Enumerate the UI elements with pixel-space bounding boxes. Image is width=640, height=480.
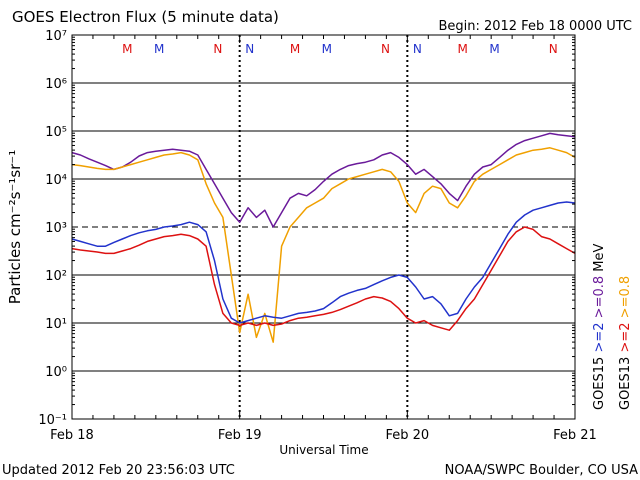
legend-goes15-label: GOES15 [592,357,607,410]
legend-goes13-08mev: >=0.8 [618,276,633,318]
y-axis-ticks: 10⁻¹ 10⁰ 10¹ 10² 10³ 10⁴ 10⁵ 10⁶ 10⁷ [38,29,575,428]
satellite-marker: N [213,42,222,56]
x-tick-label: Feb 19 [218,428,262,443]
y-tick-label: 10⁰ [45,365,67,380]
satellite-marker: M [322,42,332,56]
legend-column-goes15: GOES15 >=2 >=0.8 MeV [592,244,607,410]
y-tick-label: 10⁶ [45,77,67,92]
y-tick-label: 10⁴ [45,173,67,188]
satellite-marker: N [381,42,390,56]
x-axis-label: Universal Time [279,443,368,457]
y-tick-label: 10⁷ [45,29,67,44]
grid-layer [72,35,575,419]
y-axis-label: Particles cm⁻²s⁻¹sr⁻¹ [6,150,24,304]
legend-goes15-2mev: >=2 [592,322,607,352]
series-layer [71,132,576,343]
y-tick-label: 10⁻¹ [38,413,67,428]
series-line [71,147,576,343]
satellite-marker: M [122,42,132,56]
satellite-marker: N [245,42,254,56]
x-tick-label: Feb 20 [385,428,429,443]
y-tick-label: 10³ [45,221,67,236]
footer-updated: Updated 2012 Feb 20 23:56:03 UTC [2,463,235,478]
satellite-marker: M [489,42,499,56]
legend-goes13-label: GOES13 [618,357,633,410]
x-axis-ticks: Feb 18 Feb 19 Feb 20 Feb 21 [50,35,597,443]
legend-unit: MeV [592,244,607,272]
legend-goes13-2mev: >=2 [618,322,633,352]
begin-label: Begin: 2012 Feb 18 0000 UTC [438,19,632,34]
x-tick-label: Feb 21 [553,428,597,443]
legend-column-goes13: GOES13 >=2 >=0.8 [618,276,633,410]
right-legend: GOES15 >=2 >=0.8 MeV GOES13 >=2 >=0.8 [592,244,633,410]
satellite-marker: N [549,42,558,56]
y-tick-label: 10¹ [45,317,67,332]
footer-source: NOAA/SWPC Boulder, CO USA [445,463,638,478]
legend-goes15-08mev: >=0.8 [592,276,607,318]
x-tick-label: Feb 18 [50,428,94,443]
satellite-marker: N [413,42,422,56]
satellite-marker: M [290,42,300,56]
series-line [71,226,576,331]
chart-title: GOES Electron Flux (5 minute data) [12,8,279,26]
y-tick-label: 10⁵ [45,125,67,140]
satellite-marker: M [154,42,164,56]
satellite-marker: M [457,42,467,56]
y-tick-label: 10² [45,269,67,284]
series-line [71,132,576,228]
series-line [71,201,576,324]
